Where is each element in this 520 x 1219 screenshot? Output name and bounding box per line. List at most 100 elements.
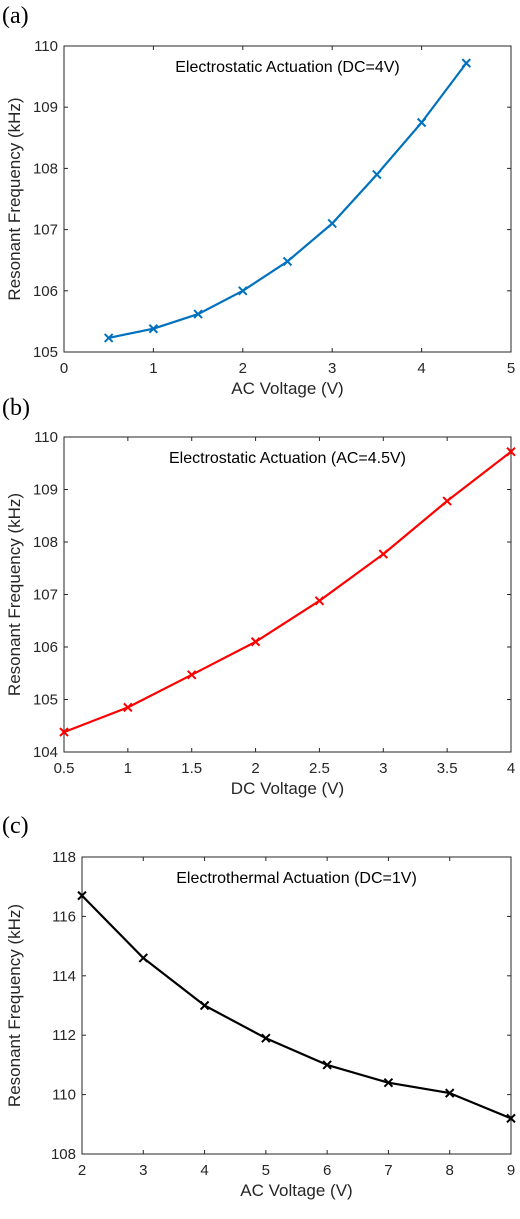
marker-stroke: [322, 1060, 332, 1070]
y-tick-label: 108: [33, 160, 58, 177]
x-axis-label: AC Voltage (V): [240, 1181, 352, 1200]
chart-panel-1: (a) 0 1 2 3 4 5 105 106 107 108 109 110 AC Voltage (V…: [2, 3, 515, 398]
marker-stroke: [506, 1113, 516, 1124]
x-axis-label: AC Voltage (V): [231, 379, 343, 398]
data-point: [461, 58, 472, 68]
series-line: [81, 894, 512, 1120]
y-tick-label: 105: [33, 344, 58, 361]
marker-stroke: [383, 1078, 394, 1088]
y-tick-label: 110: [34, 429, 58, 446]
axes-box: [81, 856, 512, 1155]
series-line: [63, 450, 512, 734]
data-point: [238, 286, 248, 296]
marker-stroke: [416, 117, 427, 128]
x-tick-label: 6: [323, 1162, 331, 1179]
y-tick-label: 106: [33, 283, 58, 300]
y-axis-label: Resonant Frequency (kHz): [5, 493, 24, 696]
marker-stroke: [103, 333, 114, 343]
chart-annotation: Electrostatic Actuation (DC=4V): [175, 59, 400, 76]
data-point: [383, 1078, 394, 1088]
marker-stroke: [314, 596, 325, 606]
marker-stroke: [442, 496, 452, 506]
y-tick-label: 107: [33, 222, 58, 239]
y-tick-label: 109: [33, 99, 58, 116]
y-tick-label: 110: [34, 38, 58, 55]
x-tick-label: 1.5: [181, 760, 202, 777]
data-point: [103, 333, 114, 343]
data-point: [378, 549, 388, 559]
chart-panel-3: (c) 2 3 4 5 6 7 8 9 108 110 112 114 116 118 AC Voltage …: [2, 813, 516, 1200]
x-tick-label: 5: [507, 360, 515, 377]
data-point: [77, 890, 87, 901]
marker-stroke: [193, 309, 203, 319]
y-tick-label: 108: [33, 534, 58, 551]
data-point: [261, 1033, 271, 1043]
data-point: [416, 117, 427, 128]
y-axis-label: Resonant Frequency (kHz): [5, 904, 24, 1107]
chart-panel-2: (b) 0.5 1 1.5 2 2.5 3 3.5 4 104 105 106 107 108 109 110…: [2, 395, 516, 798]
y-tick-label: 108: [51, 1146, 76, 1163]
x-tick-label: 2: [239, 360, 247, 377]
y-tick-label: 106: [33, 639, 58, 656]
y-tick-label: 118: [52, 849, 76, 866]
x-tick-label: 2: [251, 760, 259, 777]
marker-stroke: [378, 549, 388, 559]
axes-box: [63, 45, 512, 353]
marker-stroke: [138, 953, 148, 963]
data-point: [123, 702, 133, 713]
x-tick-label: 2: [78, 1162, 86, 1179]
marker-stroke: [372, 169, 382, 180]
data-point: [322, 1060, 332, 1070]
x-tick-label: 3: [139, 1162, 147, 1179]
y-tick-label: 116: [52, 908, 76, 925]
y-tick-label: 107: [33, 587, 58, 604]
x-tick-label: 0: [60, 360, 68, 377]
marker-stroke: [77, 890, 87, 901]
x-tick-label: 8: [446, 1162, 454, 1179]
x-tick-label: 3: [328, 360, 336, 377]
marker-stroke: [148, 324, 159, 334]
x-tick-label: 1: [124, 760, 132, 777]
data-point: [138, 953, 148, 963]
data-point: [445, 1088, 455, 1098]
panel-label: (a): [2, 3, 29, 29]
data-point: [327, 218, 337, 229]
marker-stroke: [59, 727, 69, 737]
series-line: [108, 62, 468, 339]
marker-stroke: [282, 256, 293, 267]
x-tick-label: 7: [384, 1162, 392, 1179]
x-tick-label: 2.5: [309, 760, 330, 777]
data-point: [59, 727, 69, 737]
marker-stroke: [506, 446, 516, 457]
marker-stroke: [238, 286, 248, 296]
data-point: [506, 446, 516, 457]
data-point: [314, 596, 325, 606]
marker-stroke: [461, 58, 472, 68]
y-tick-label: 104: [33, 744, 58, 761]
data-point: [187, 670, 197, 680]
x-tick-label: 4: [417, 360, 425, 377]
x-tick-label: 1: [149, 360, 157, 377]
marker-stroke: [187, 670, 197, 680]
data-point: [199, 1000, 210, 1011]
marker-stroke: [261, 1033, 271, 1043]
x-tick-label: 3: [379, 760, 387, 777]
y-axis-label: Resonant Frequency (kHz): [5, 97, 24, 300]
marker-stroke: [123, 702, 133, 713]
y-tick-label: 110: [52, 1087, 76, 1104]
data-point: [193, 309, 203, 319]
data-point: [506, 1113, 516, 1124]
data-point: [282, 256, 293, 267]
chart-annotation: Electrostatic Actuation (AC=4.5V): [169, 450, 406, 467]
x-tick-label: 0.5: [54, 760, 75, 777]
chart-annotation: Electrothermal Actuation (DC=1V): [176, 870, 417, 887]
x-tick-label: 5: [262, 1162, 270, 1179]
data-point: [372, 169, 382, 180]
data-point: [250, 637, 261, 647]
panel-label: (c): [2, 813, 29, 839]
data-point: [442, 496, 452, 506]
x-axis-label: DC Voltage (V): [231, 779, 344, 798]
x-tick-label: 4: [200, 1162, 208, 1179]
x-tick-label: 4: [507, 760, 515, 777]
